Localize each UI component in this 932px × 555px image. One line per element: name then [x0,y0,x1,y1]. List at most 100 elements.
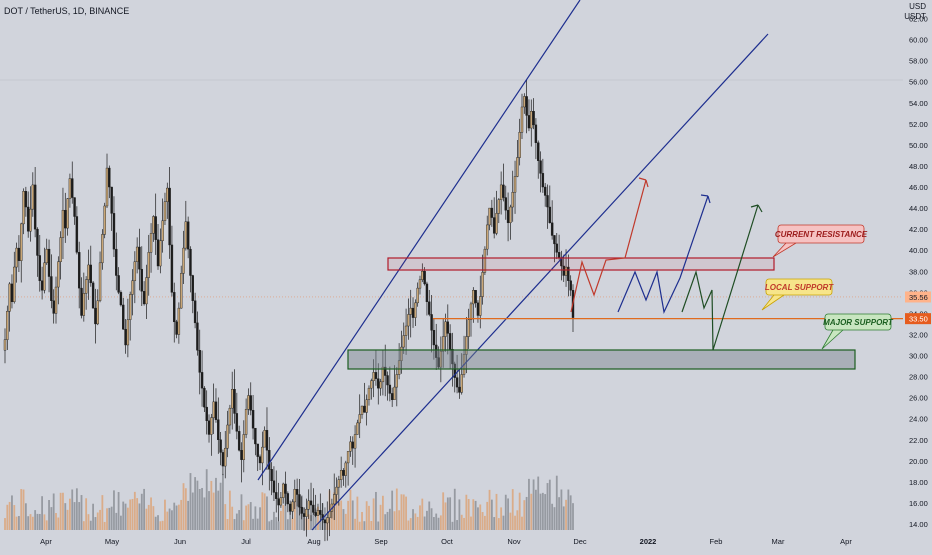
volume-bar [256,518,259,530]
volume-bar [217,490,220,530]
volume-bar [368,505,370,530]
volume-bar [254,506,257,530]
candle-body [518,132,521,158]
volume-bar [205,469,208,530]
candle-body [409,307,412,315]
x-tick-label: 2022 [640,537,657,546]
candle-body [233,389,236,414]
volume-bar [474,500,477,530]
candle-body [567,266,570,281]
volume-bar [233,519,236,530]
candle-body [291,501,294,512]
volume-bar [120,515,122,530]
volume-bar [465,494,468,530]
candle-body [54,286,58,314]
candle-body [263,430,266,448]
volume-bar [560,489,563,530]
candle-body [502,184,505,198]
volume-bar [349,489,352,530]
volume-bar [247,504,250,530]
candle-body [177,307,181,335]
volume-bar [484,515,486,530]
candle-body [335,486,338,495]
candle-body [179,273,183,309]
y-tick-label: 20.00 [909,457,928,466]
candle-body [458,386,461,393]
volume-bar [6,504,9,530]
candle-body [221,452,225,467]
volume-bar [240,494,243,530]
volume-bar [310,515,312,530]
candle-body [460,374,463,393]
candle-body [472,290,475,305]
volume-bar [22,489,25,530]
volume-bar [481,512,484,530]
candle-body [319,510,322,515]
x-tick-label: Aug [307,537,320,546]
candle-body [509,206,512,224]
volume-bar [201,487,203,530]
volume-bar [212,492,215,530]
volume-bar [75,488,78,530]
volume-bar [117,492,120,530]
candle-body [467,319,470,337]
candle-body [275,492,278,499]
candle-body [268,450,271,470]
candle-body [483,248,487,273]
y-tick-label: 32.00 [909,330,928,339]
candle-body [133,261,137,281]
callout-current-resistance-tail [772,242,797,258]
volume-bar [435,513,438,530]
candle-body [333,494,336,505]
y-tick-label: 56.00 [909,78,928,87]
volume-bar [419,505,421,530]
volume-bar [275,517,278,530]
volume-bars [4,469,574,530]
y-tick-label: 62.00 [909,15,928,24]
volume-bar [407,520,410,530]
y-axis: 14.00 16.00 18.00 20.00 22.00 24.00 26.00 28.00… [909,15,928,529]
volume-bar [45,520,48,530]
volume-bar [314,508,317,530]
volume-bar [361,511,363,530]
candle-body [548,206,552,224]
volume-bar [432,517,435,530]
volume-bar [126,507,129,530]
volume-bar [113,490,115,530]
candle-body [33,184,37,230]
volume-bar [421,498,424,530]
candle-body [546,195,549,208]
volume-bar [562,506,565,530]
candle-body [244,409,248,435]
volume-bar [82,521,85,530]
volume-bar [13,505,16,530]
candle-body [490,207,494,218]
candle-body [73,197,76,217]
volume-bar [358,521,361,530]
candle-body [205,406,208,421]
candle-body [175,321,178,335]
volume-bar [252,518,254,530]
candle-body [506,209,510,224]
candle-body [476,302,480,316]
candle-body [224,447,227,467]
volume-bar [115,512,118,530]
candle-body [323,519,327,524]
candle-body [254,427,257,445]
volume-bar [270,519,273,530]
candle-body [455,377,459,388]
x-tick-label: Nov [507,537,521,546]
volume-bar [171,510,173,530]
volume-bar [101,495,104,530]
candle-body [219,439,222,453]
volume-bar [402,494,405,530]
volume-bar [152,506,155,530]
volume-bar [38,513,41,530]
candle-body [277,498,280,506]
volume-bar [31,516,34,530]
y-tick-label: 48.00 [909,162,928,171]
candle-body [339,470,343,480]
y-tick-label: 40.00 [909,246,928,255]
